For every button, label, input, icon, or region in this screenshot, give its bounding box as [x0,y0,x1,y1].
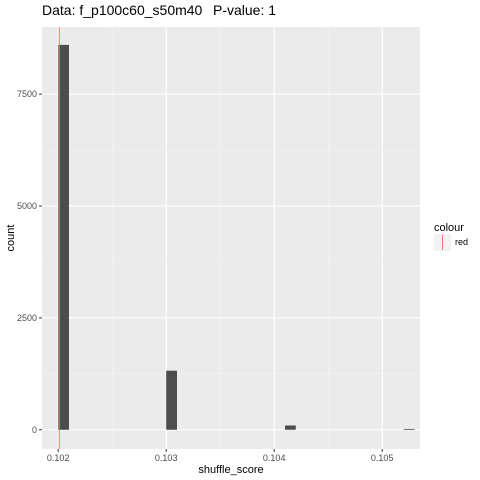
histogram-bar [285,425,296,430]
x-axis-ticks: 0.102 0.103 0.104 0.105 [47,449,394,463]
histogram-bar [58,44,69,430]
legend: colour red [434,222,468,251]
x-tick-label: 0.105 [371,453,394,463]
y-tick-label: 2500 [17,313,37,323]
legend-label-red: red [455,237,468,247]
y-tick-label: 0 [32,425,37,435]
histogram-bar [166,370,177,430]
x-axis-title: shuffle_score [198,464,263,476]
legend-title: colour [434,222,464,234]
y-tick-label: 7500 [17,89,37,99]
x-tick-label: 0.103 [155,453,178,463]
histogram-bars [58,44,415,430]
x-tick-label: 0.104 [263,453,286,463]
chart-subtitle: P-value: 1 [213,2,276,18]
plot-panel [42,27,420,449]
x-tick-label: 0.102 [47,453,70,463]
minor-gridlines [42,27,420,449]
y-axis-title: count [5,225,17,252]
y-axis-ticks: 0 2500 5000 7500 [17,89,42,435]
histogram-bar [403,428,415,430]
chart-title: Data: f_p100c60_s50m40 [42,2,203,18]
y-tick-label: 5000 [17,201,37,211]
